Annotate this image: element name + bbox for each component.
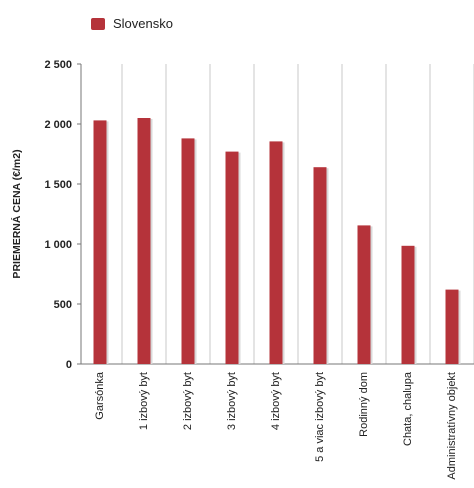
bar xyxy=(313,167,327,364)
legend-swatch xyxy=(91,17,105,30)
x-tick-label: 3 izbový byt xyxy=(226,372,238,430)
y-axis-title: PRIEMERNÁ CENA (€/m2) xyxy=(10,149,23,278)
bar xyxy=(137,118,151,364)
bar xyxy=(181,138,195,364)
x-tick-label: Rodinný dom xyxy=(358,372,370,437)
y-tick-label: 0 xyxy=(66,359,72,371)
bar xyxy=(445,289,459,364)
y-tick-label: 2 500 xyxy=(44,59,72,71)
x-tick-label: Administratívny objekt xyxy=(446,372,458,480)
bar xyxy=(357,225,371,364)
x-tick-label: 5 a viac izbový byt xyxy=(314,372,326,462)
x-tick-label: Garsónka xyxy=(94,371,106,420)
legend: Slovensko xyxy=(91,16,173,31)
x-tick-label: Chata, chalupa xyxy=(402,371,414,446)
bar xyxy=(269,141,283,364)
y-tick-label: 500 xyxy=(54,299,72,311)
x-tick-label: 1 izbový byt xyxy=(138,372,150,430)
y-tick-label: 2 000 xyxy=(44,119,72,131)
bar xyxy=(225,151,239,364)
legend-label: Slovensko xyxy=(113,16,173,31)
bar xyxy=(401,245,415,364)
x-tick-label: 2 izbový byt xyxy=(182,372,194,430)
y-tick-label: 1 000 xyxy=(44,239,72,251)
bar xyxy=(93,120,107,365)
x-tick-label: 4 izbový byt xyxy=(270,372,282,430)
y-tick-label: 1 500 xyxy=(44,179,72,191)
